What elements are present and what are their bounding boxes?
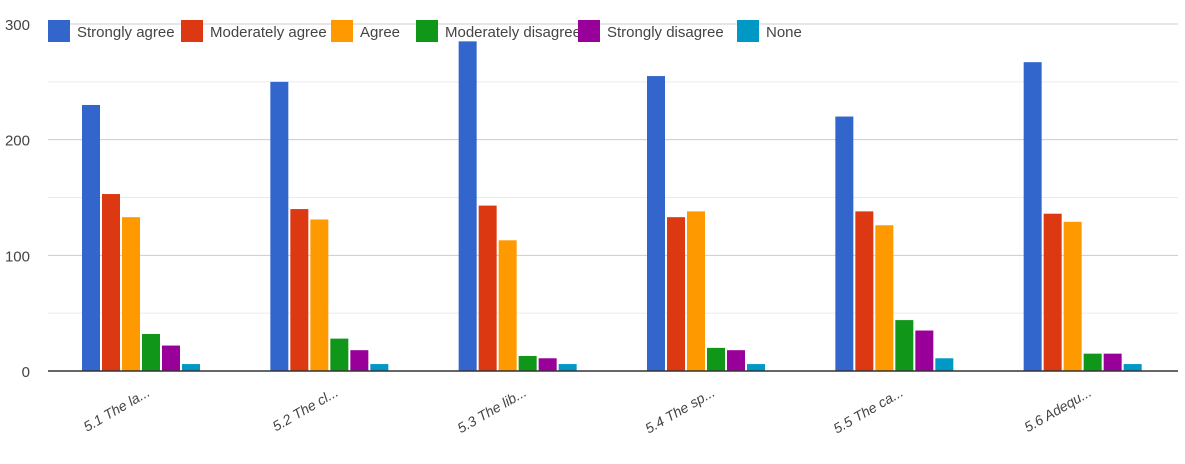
- y-tick-label: 300: [5, 17, 30, 34]
- bar: [330, 338, 349, 371]
- bars: [82, 41, 1142, 372]
- x-tick-label: 5.5 The ca...: [830, 384, 905, 437]
- bar: [1103, 353, 1122, 371]
- bar: [855, 211, 874, 371]
- bar: [1083, 353, 1102, 371]
- legend-swatch: [48, 20, 70, 42]
- bar: [727, 350, 745, 371]
- bar: [915, 330, 934, 371]
- y-tick-label: 100: [5, 248, 30, 265]
- legend-label: Strongly agree: [77, 24, 175, 41]
- bar: [478, 205, 497, 371]
- bar: [458, 41, 477, 371]
- x-tick-label: 5.6 Adequ...: [1021, 384, 1094, 435]
- bar: [1023, 62, 1042, 372]
- legend-swatch: [578, 20, 600, 42]
- bar: [498, 240, 517, 371]
- bar: [350, 350, 369, 371]
- bar: [270, 81, 289, 371]
- y-tick-label: 0: [22, 364, 30, 381]
- legend-label: Moderately agree: [210, 24, 327, 41]
- bar: [747, 364, 765, 371]
- bar: [647, 76, 665, 372]
- legend: Strongly agree Moderately agree Agree Moder…: [48, 20, 802, 42]
- bar: [707, 347, 725, 371]
- legend-swatch: [737, 20, 759, 42]
- x-tick-label: 5.4 The sp...: [642, 384, 717, 437]
- bar: [538, 358, 557, 371]
- legend-swatch: [416, 20, 438, 42]
- bar: [935, 358, 954, 371]
- bar: [518, 355, 537, 371]
- bar: [687, 211, 705, 371]
- gridlines: [48, 23, 1178, 314]
- x-tick-label: 5.1 The la...: [80, 384, 152, 435]
- bar: [122, 217, 140, 371]
- bar: [1123, 364, 1142, 371]
- bar: [182, 364, 200, 371]
- bar: [835, 116, 854, 372]
- x-tick-label: 5.2 The cl...: [269, 384, 340, 434]
- bar: [370, 364, 389, 371]
- bar: [1063, 221, 1082, 371]
- y-tick-label: 200: [5, 133, 30, 150]
- bar: [82, 104, 100, 371]
- bar: [1043, 213, 1062, 371]
- legend-swatch: [181, 20, 203, 42]
- legend-label: None: [766, 24, 802, 41]
- legend-swatch: [331, 20, 353, 42]
- bar: [102, 194, 120, 371]
- y-axis-tick-labels: 0 100 200 300: [5, 17, 30, 381]
- bar: [142, 333, 160, 371]
- bar: [558, 364, 577, 371]
- bar: [875, 225, 894, 371]
- legend-label: Agree: [360, 24, 400, 41]
- x-axis-tick-labels: 5.1 The la... 5.2 The cl... 5.3 The lib...…: [80, 384, 1094, 437]
- bar: [162, 345, 180, 371]
- bar: [667, 217, 685, 371]
- legend-label: Moderately disagree: [445, 24, 581, 41]
- x-tick-label: 5.3 The lib...: [454, 384, 529, 436]
- bar: [290, 209, 309, 371]
- legend-label: Strongly disagree: [607, 24, 724, 41]
- bar: [895, 320, 914, 371]
- bar: [310, 219, 329, 371]
